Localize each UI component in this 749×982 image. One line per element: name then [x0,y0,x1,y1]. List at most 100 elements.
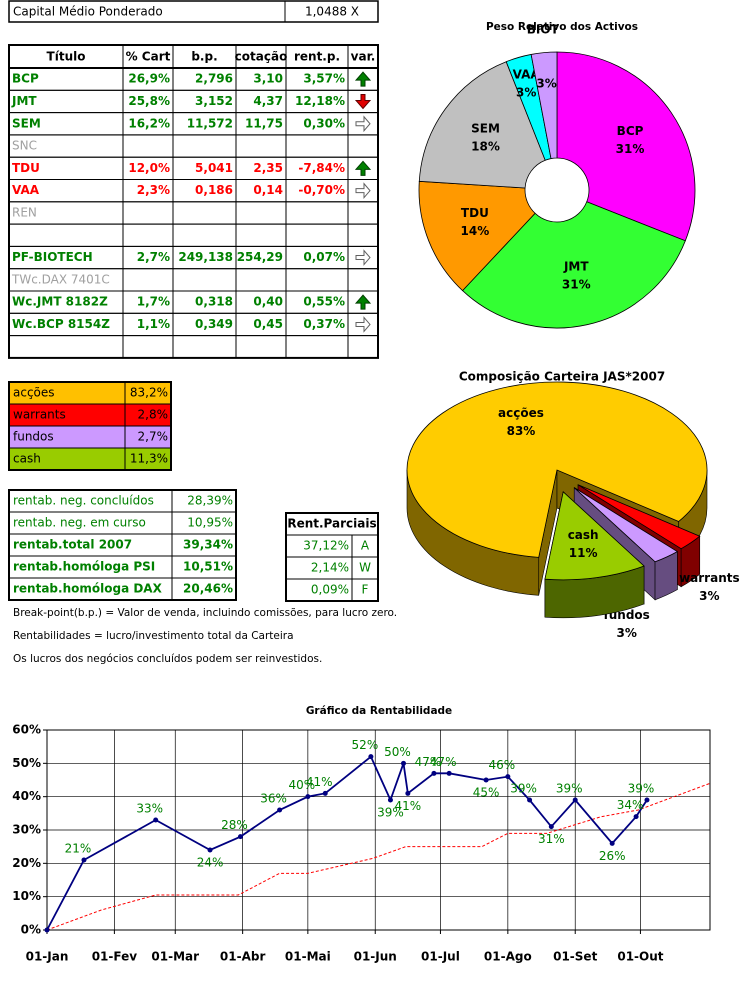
slice-label: BIOT [527,22,560,36]
cell-text: -7,84% [298,161,345,175]
data-label: 40% [289,778,316,792]
column-header: Título [47,50,86,64]
trend-arrow [354,93,372,110]
pie-slice [406,381,708,558]
note: Os lucros dos negócios concluídos podem … [13,653,322,665]
data-point [387,797,393,803]
cell-text: 5,041 [195,161,233,175]
cell-text: 16,2% [128,116,170,130]
cell-text: 3,10 [253,72,283,86]
column-header: rent.p. [294,50,340,64]
y-tick-label: 60% [12,723,41,737]
cell [235,134,287,158]
data-point [505,774,511,780]
data-point [368,754,374,760]
data-point [405,790,411,796]
trend-arrow [355,249,371,266]
cell [285,268,349,292]
allocation-value: 83,2% [130,386,168,400]
pie-slice [530,51,558,160]
chart-title: Gráfico da Rentabilidade [306,705,452,717]
cell [122,134,174,158]
data-label: 45% [473,786,500,800]
pie-slice [556,51,696,242]
allocation-value: 2,7% [138,430,169,444]
cell-text: 0,349 [195,317,233,331]
cell-text: SEM [12,116,41,130]
data-label: 39% [628,782,655,796]
slice-label: acções [498,406,544,420]
data-point [527,797,533,803]
allocation-label: warrants [13,408,66,422]
data-label: 50% [384,745,411,759]
cell [122,268,174,292]
data-point [446,770,452,776]
slice-value: 3% [516,85,536,99]
cell-text: BCP [12,72,39,86]
data-point [81,857,87,863]
x-tick-label: 01-Mai [285,950,331,964]
slice-value: 31% [562,278,591,292]
cell-text: 0,30% [303,116,345,130]
allocation-value: 2,8% [138,408,169,422]
allocation-label: fundos [13,430,54,444]
y-tick-label: 30% [12,823,41,837]
header-label: Capital Médio Ponderado [13,5,163,19]
return-label: rentab. neg. concluídos [13,494,154,508]
slice-value: 3% [536,77,556,91]
data-point [644,797,650,803]
cell-text: 0,40 [253,295,283,309]
cell-text: 2,3% [137,183,170,197]
note: Break-point(b.p.) = Valor de venda, incl… [13,607,397,619]
data-label: 21% [65,842,92,856]
trend-arrow [354,71,372,87]
pie-slice [461,201,686,329]
data-label: 39% [556,782,583,796]
return-value: 28,39% [187,494,233,508]
slice-label: BCP [617,124,644,138]
data-label: 24% [197,856,224,870]
y-tick-label: 40% [12,789,41,803]
data-label: 52% [352,738,379,752]
data-point [483,777,489,783]
data-label: 36% [260,792,287,806]
header-value: 1,0488 X [305,5,359,19]
slice-value: 14% [461,224,490,238]
cell-text: 254,29 [237,250,283,264]
return-value: 39,34% [183,538,233,552]
cell-text: 249,138 [178,250,233,264]
data-point [400,760,406,766]
cell-text: 0,07% [303,250,345,264]
data-point [322,790,328,796]
slice-value: 3% [699,589,719,603]
cell-text: REN [12,205,37,219]
cell-text: 26,9% [128,72,170,86]
column-header: b.p. [191,50,217,64]
cell-text: 4,37 [253,94,283,108]
data-point [305,794,311,800]
cell-text: 1,1% [137,317,170,331]
slice-value: 83% [507,424,536,438]
cell-text: 25,8% [128,94,170,108]
data-label: 26% [599,849,626,863]
data-point [153,817,159,823]
partial-code: F [362,583,369,597]
cell [8,335,124,359]
partial-code: W [359,561,371,575]
data-point [633,814,639,820]
partial-code: A [361,539,370,553]
cell [8,381,172,471]
cell [8,489,237,601]
x-tick-label: 01-Mar [151,950,199,964]
cell [285,223,349,247]
cell [347,201,379,225]
cell [347,268,379,292]
cell-text: 3,57% [303,72,345,86]
cell-text: SNC [12,139,37,153]
column-header: % Cart [126,50,171,64]
cell [122,335,174,359]
pie-slice [573,487,679,563]
return-value: 20,46% [183,582,233,596]
partial-value: 0,09% [311,583,349,597]
